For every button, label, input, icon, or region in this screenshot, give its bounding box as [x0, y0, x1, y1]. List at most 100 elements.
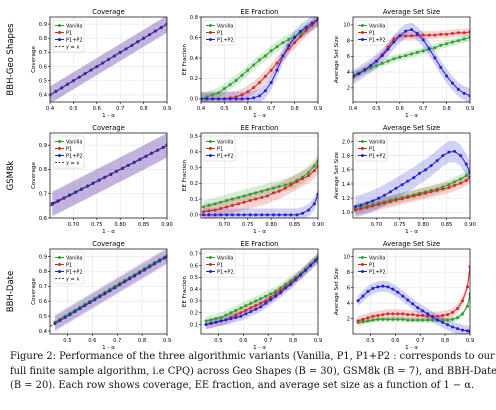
data-point [412, 194, 416, 198]
data-point [254, 191, 258, 195]
data-point [304, 28, 308, 32]
y-axis-label: Average Set Size [334, 35, 340, 83]
legend-swatch-marker [209, 256, 212, 259]
data-point [301, 177, 305, 181]
diagonal-line [50, 23, 167, 96]
x-tick-label: 0.4 [197, 106, 206, 112]
data-point [272, 191, 276, 195]
data-point [445, 74, 449, 78]
data-point [456, 316, 460, 320]
legend-label: P1 [217, 262, 223, 268]
data-point [312, 164, 316, 168]
data-point [410, 52, 413, 56]
x-tick-label: 0.80 [265, 222, 277, 228]
data-point [316, 256, 318, 260]
data-point [450, 32, 454, 36]
data-point [204, 319, 208, 323]
y-tick-label: 0.7 [190, 252, 198, 258]
caption-line-1: Figure 2: Performance of the three algor… [10, 351, 495, 362]
y-tick-label: 0.3 [190, 165, 198, 171]
data-point [374, 59, 378, 63]
data-point [307, 174, 311, 177]
legend-swatch-marker [361, 263, 364, 266]
legend-label: P1+P2 [66, 153, 83, 159]
data-point [284, 286, 288, 290]
caption-line-2: full finite sample algorithm, i.e CPQ) a… [10, 365, 496, 377]
x-tick-label: 0.9 [466, 106, 474, 112]
plot-frame [49, 248, 168, 335]
data-point [411, 313, 415, 317]
data-point [433, 46, 437, 50]
plot-frame [352, 16, 471, 103]
data-point [279, 286, 283, 290]
data-point [275, 68, 279, 72]
y-tick-label: 0.4 [39, 329, 48, 335]
legend-swatch-marker [361, 147, 364, 150]
y-tick-label: 0.5 [190, 134, 198, 140]
data-point [205, 97, 209, 101]
data-point [201, 210, 205, 214]
data-point [301, 211, 305, 215]
data-point [371, 199, 375, 203]
data-point [468, 292, 470, 296]
data-point [426, 314, 430, 318]
data-point [464, 162, 468, 166]
band-vanilla [205, 252, 318, 326]
x-axis-label: 1 - α [253, 345, 266, 350]
data-point [406, 313, 410, 317]
x-tick-label: 0.75 [242, 222, 254, 228]
data-point [386, 285, 390, 289]
legend-label: P1+P2 [66, 37, 83, 43]
data-point [406, 179, 410, 183]
data-point [263, 89, 267, 93]
y-tick-label: 0.7 [39, 192, 47, 198]
data-point [239, 311, 243, 315]
y-tick-label: 0.4 [190, 150, 199, 156]
x-tick-label: 0.5 [372, 106, 380, 112]
data-point [312, 169, 316, 173]
data-point [248, 199, 252, 203]
legend-label: Vanilla [66, 23, 83, 29]
plot-frame [200, 248, 319, 335]
data-point [456, 327, 460, 331]
y-tick-label: 0.3 [190, 299, 198, 305]
data-point [450, 40, 454, 44]
data-point [404, 34, 408, 38]
data-point [234, 97, 238, 101]
data-point [391, 287, 395, 291]
legend-label: P1 [369, 30, 375, 36]
diagonal-line [50, 144, 167, 207]
legend-label: Vanilla [369, 255, 386, 261]
data-point [234, 308, 238, 312]
data-point [377, 203, 381, 207]
row-label: GSM8k [6, 161, 16, 191]
data-point [468, 330, 470, 334]
data-point [416, 313, 420, 317]
legend-swatch-marker [58, 270, 61, 273]
legend-label: P1 [217, 30, 223, 36]
data-point [279, 291, 283, 295]
legend-label: P1 [369, 262, 375, 268]
data-point [366, 290, 370, 293]
legend-label: P1+P2 [369, 153, 386, 159]
legend-label: P1+P2 [66, 269, 83, 275]
data-point [439, 43, 443, 47]
data-point [283, 186, 287, 190]
data-point [415, 50, 419, 54]
legend-label: P1+P2 [217, 37, 234, 43]
data-point [447, 186, 451, 190]
data-point [240, 73, 244, 77]
data-point [299, 273, 303, 277]
x-tick-label: 0.6 [93, 106, 101, 112]
legend-label: Vanilla [66, 255, 83, 261]
data-point [281, 41, 285, 45]
data-point [264, 301, 268, 305]
data-point [294, 278, 298, 282]
data-point [279, 288, 283, 292]
data-point [272, 213, 276, 217]
data-point [431, 315, 435, 319]
x-tick-label: 0.9 [466, 338, 474, 344]
x-tick-label: 0.70 [371, 222, 383, 228]
y-axis-label: Average Set Size [334, 151, 340, 199]
